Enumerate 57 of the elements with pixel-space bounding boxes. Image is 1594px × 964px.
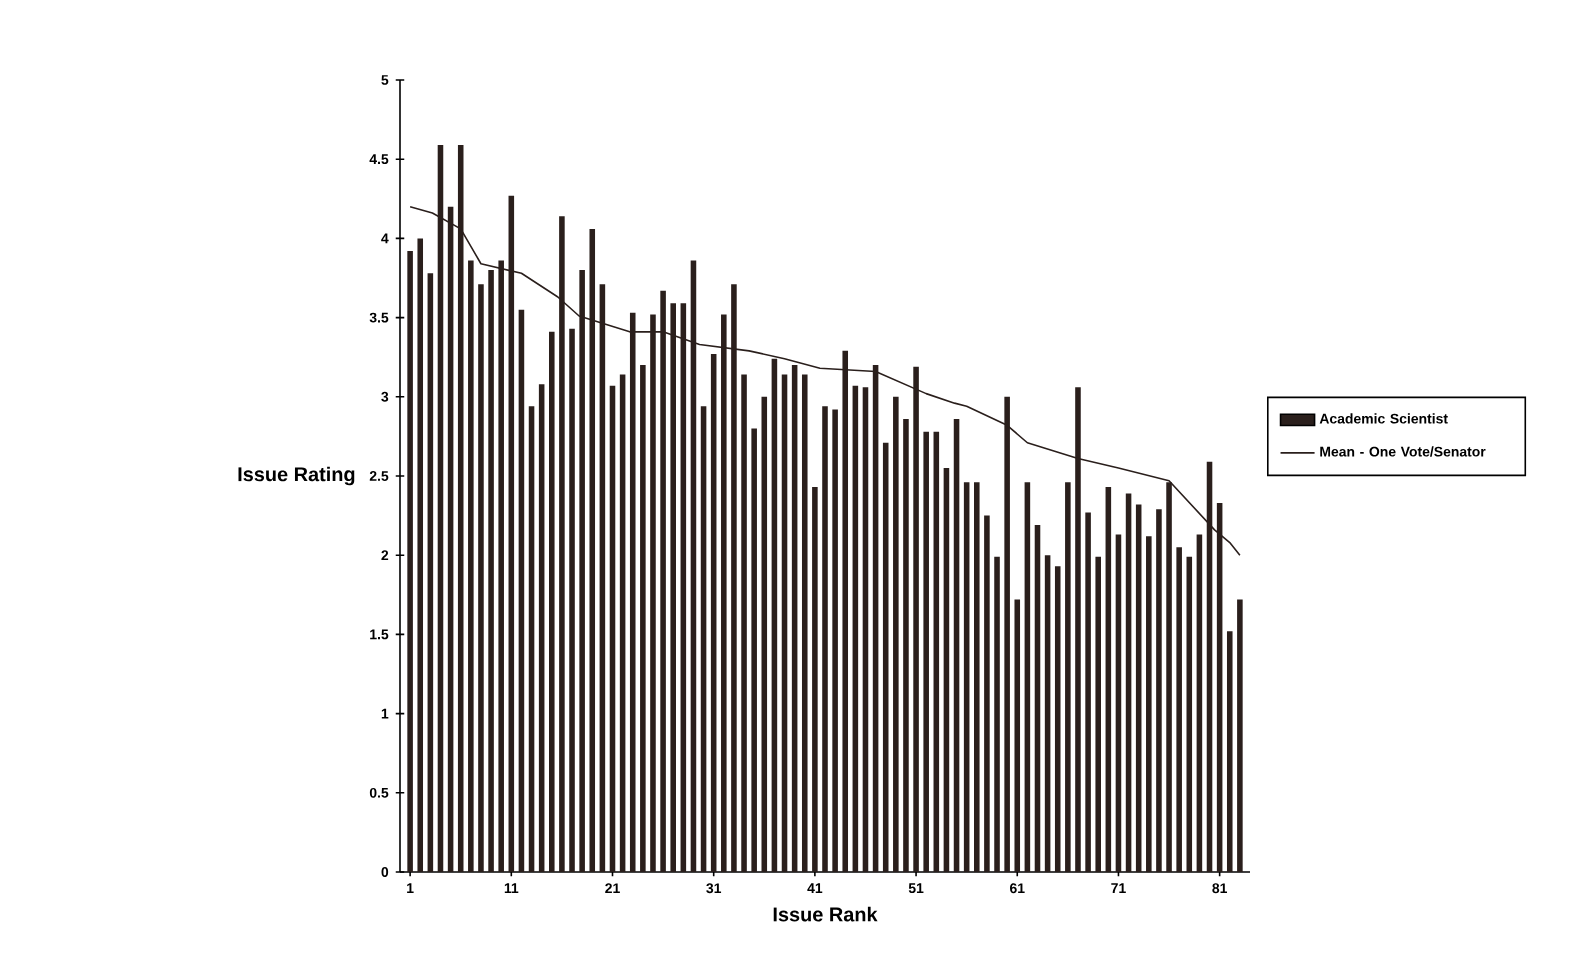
bar	[1226, 631, 1233, 872]
bar	[1054, 566, 1061, 872]
bar	[933, 431, 940, 872]
bar	[478, 284, 484, 872]
bar	[923, 431, 929, 872]
x-axis-title: Issue Rank	[773, 906, 878, 922]
bar	[1156, 509, 1162, 872]
bar	[417, 238, 424, 872]
bar	[893, 396, 899, 872]
bar	[710, 354, 717, 872]
bar	[1196, 534, 1203, 872]
bar	[528, 406, 535, 872]
bar	[407, 251, 413, 872]
bar	[1135, 504, 1142, 872]
bar	[1115, 534, 1122, 872]
bar	[953, 418, 960, 872]
bar	[832, 409, 838, 872]
bar	[862, 387, 869, 872]
bar	[549, 331, 555, 872]
y-axis-title: Issue Rating	[238, 466, 355, 486]
bar	[801, 374, 808, 872]
bar	[1044, 555, 1051, 872]
bar	[984, 515, 990, 872]
bar	[569, 328, 575, 872]
bar	[1186, 556, 1193, 872]
bar	[781, 374, 788, 872]
bar	[1105, 487, 1112, 872]
bar	[640, 365, 646, 872]
bar	[751, 428, 757, 872]
bar	[1024, 482, 1031, 872]
bar	[700, 406, 707, 872]
bar	[822, 406, 828, 872]
bar	[903, 418, 909, 872]
bar	[1095, 556, 1101, 872]
bar	[518, 309, 525, 872]
bar	[1125, 493, 1132, 872]
bar	[812, 487, 818, 872]
bar	[741, 374, 747, 872]
bar	[1014, 599, 1021, 872]
bar	[468, 260, 474, 872]
bar	[994, 556, 1000, 872]
bar	[1085, 512, 1091, 872]
bar	[882, 442, 889, 872]
bar	[974, 482, 980, 872]
bar	[538, 384, 545, 872]
bar	[619, 374, 626, 872]
bar	[943, 468, 950, 872]
bar	[963, 482, 970, 872]
bar	[1034, 525, 1041, 872]
bar	[1176, 547, 1182, 872]
bar	[1146, 536, 1152, 872]
bar	[761, 396, 768, 872]
bar	[852, 385, 859, 872]
bar	[1065, 482, 1071, 872]
bar	[609, 385, 616, 872]
bar	[1237, 599, 1243, 872]
bar	[427, 273, 434, 872]
